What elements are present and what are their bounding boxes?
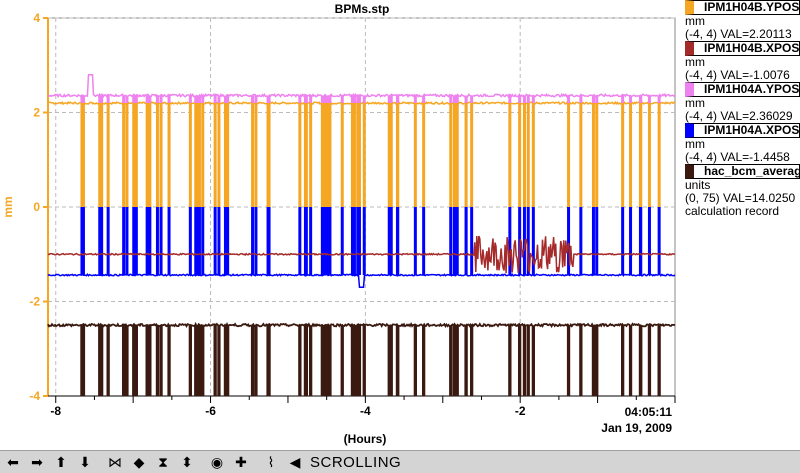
grid [47, 17, 676, 397]
date-label: Jan 19, 2009 [601, 421, 672, 435]
legend-units: mm [685, 56, 705, 69]
legend-name[interactable]: IPM1H04B.XPOS [685, 41, 800, 56]
pan-right-icon[interactable]: ➡ [31, 453, 43, 470]
scroll-mode-icon[interactable]: ◀ [289, 453, 301, 470]
strip-chart[interactable]: 4 2 0 -2 -4 -8 -6 -4 -2 BPMs.stp mm (Hours) 04:05:11… [0, 0, 800, 450]
chart-canvas[interactable]: 4 2 0 -2 -4 -8 -6 -4 -2 BPMs.stp mm (Hours) 04:05:11… [0, 0, 800, 450]
toolbar-buttons: ➡ ➡ ⬆ ⬇ ⋈ ◆ ⧗ ⬍ ◉ ✚ ⌇ ◀ [0, 452, 306, 472]
y-tick-label: 2 [33, 106, 40, 120]
zoom-in-y-icon[interactable]: ⧗ [158, 453, 168, 470]
y-tick-label: 0 [33, 200, 40, 214]
legend-units: mm [685, 97, 705, 110]
zoom-out-x-icon[interactable]: ◆ [133, 453, 145, 470]
legend-units: units [685, 179, 711, 192]
legend-name[interactable]: IPM1H04B.YPOS [685, 0, 800, 15]
zoom-in-x-icon[interactable]: ⋈ [108, 453, 122, 470]
x-axis-label: (Hours) [344, 432, 387, 446]
series [47, 73, 676, 396]
zoom-box-icon[interactable]: ◉ [210, 453, 224, 470]
legend-range-value: (-4, 4) VAL=2.36029 [685, 110, 793, 123]
series-ipm1h04a-ypos [47, 73, 676, 103]
y-tick-label: 4 [33, 11, 40, 25]
chart-title: BPMs.stp [335, 2, 390, 16]
toolbar: ➡ ➡ ⬆ ⬇ ⋈ ◆ ⧗ ⬍ ◉ ✚ ⌇ ◀ SCROLLING [0, 450, 800, 473]
legend-name[interactable]: IPM1H04A.YPOS [685, 82, 800, 97]
axes [43, 17, 676, 403]
pan-left-icon[interactable]: ➡ [7, 453, 19, 470]
legend-range-value: (-4, 4) VAL=-1.0076 [685, 69, 790, 82]
x-tick-label: -8 [50, 404, 61, 418]
plot-frame [47, 17, 676, 397]
pan-down-icon[interactable]: ⬇ [79, 453, 91, 470]
legend-entry[interactable]: IPM1H04A.YPOS mm (-4, 4) VAL=2.36029 [680, 82, 800, 123]
pan-up-icon[interactable]: ⬆ [55, 453, 67, 470]
legend-units: mm [685, 15, 705, 28]
legend-entry[interactable]: IPM1H04A.XPOS mm (-4, 4) VAL=-1.4458 [680, 123, 800, 164]
time-label: 04:05:11 [625, 405, 673, 419]
x-tick-label: -2 [515, 404, 526, 418]
y-tick-label: -4 [29, 389, 40, 403]
series-ipm1h04b-ypos [48, 100, 676, 207]
legend-range-value: (-4, 4) VAL=-1.4458 [685, 151, 790, 164]
series-hac-bcm-average [47, 321, 676, 396]
chart-mode-icon[interactable]: ⌇ [267, 453, 275, 470]
y-tick-label: -2 [29, 295, 40, 309]
y-axis-label: mm [1, 196, 15, 217]
x-tick-label: -4 [360, 404, 371, 418]
legend: IPM1H04B.YPOS mm (-4, 4) VAL=2.20113 IPM1H0… [680, 0, 800, 218]
zoom-out-y-icon[interactable]: ⬍ [181, 453, 193, 470]
legend-entry[interactable]: hac_bcm_average units (0, 75) VAL=14.0250 c… [680, 164, 800, 218]
auto-scale-icon[interactable]: ✚ [235, 453, 247, 470]
x-tick-label: -6 [205, 404, 216, 418]
labels: 4 2 0 -2 -4 -8 -6 -4 -2 BPMs.stp mm (Hours) 04:05:11… [1, 2, 672, 446]
status-label: SCROLLING [310, 453, 402, 471]
legend-name[interactable]: hac_bcm_average [685, 164, 800, 179]
legend-name[interactable]: IPM1H04A.XPOS [685, 123, 800, 138]
legend-range-value: (-4, 4) VAL=2.20113 [685, 28, 792, 41]
legend-entry[interactable]: IPM1H04B.XPOS mm (-4, 4) VAL=-1.0076 [680, 41, 800, 82]
legend-units: mm [685, 138, 705, 151]
legend-note: calculation record [685, 205, 780, 218]
series-ipm1h04b-xpos [47, 235, 676, 275]
legend-entry[interactable]: IPM1H04B.YPOS mm (-4, 4) VAL=2.20113 [680, 0, 800, 41]
series-ipm1h04a-xpos [47, 207, 676, 289]
legend-range-value: (0, 75) VAL=14.0250 [685, 192, 796, 205]
